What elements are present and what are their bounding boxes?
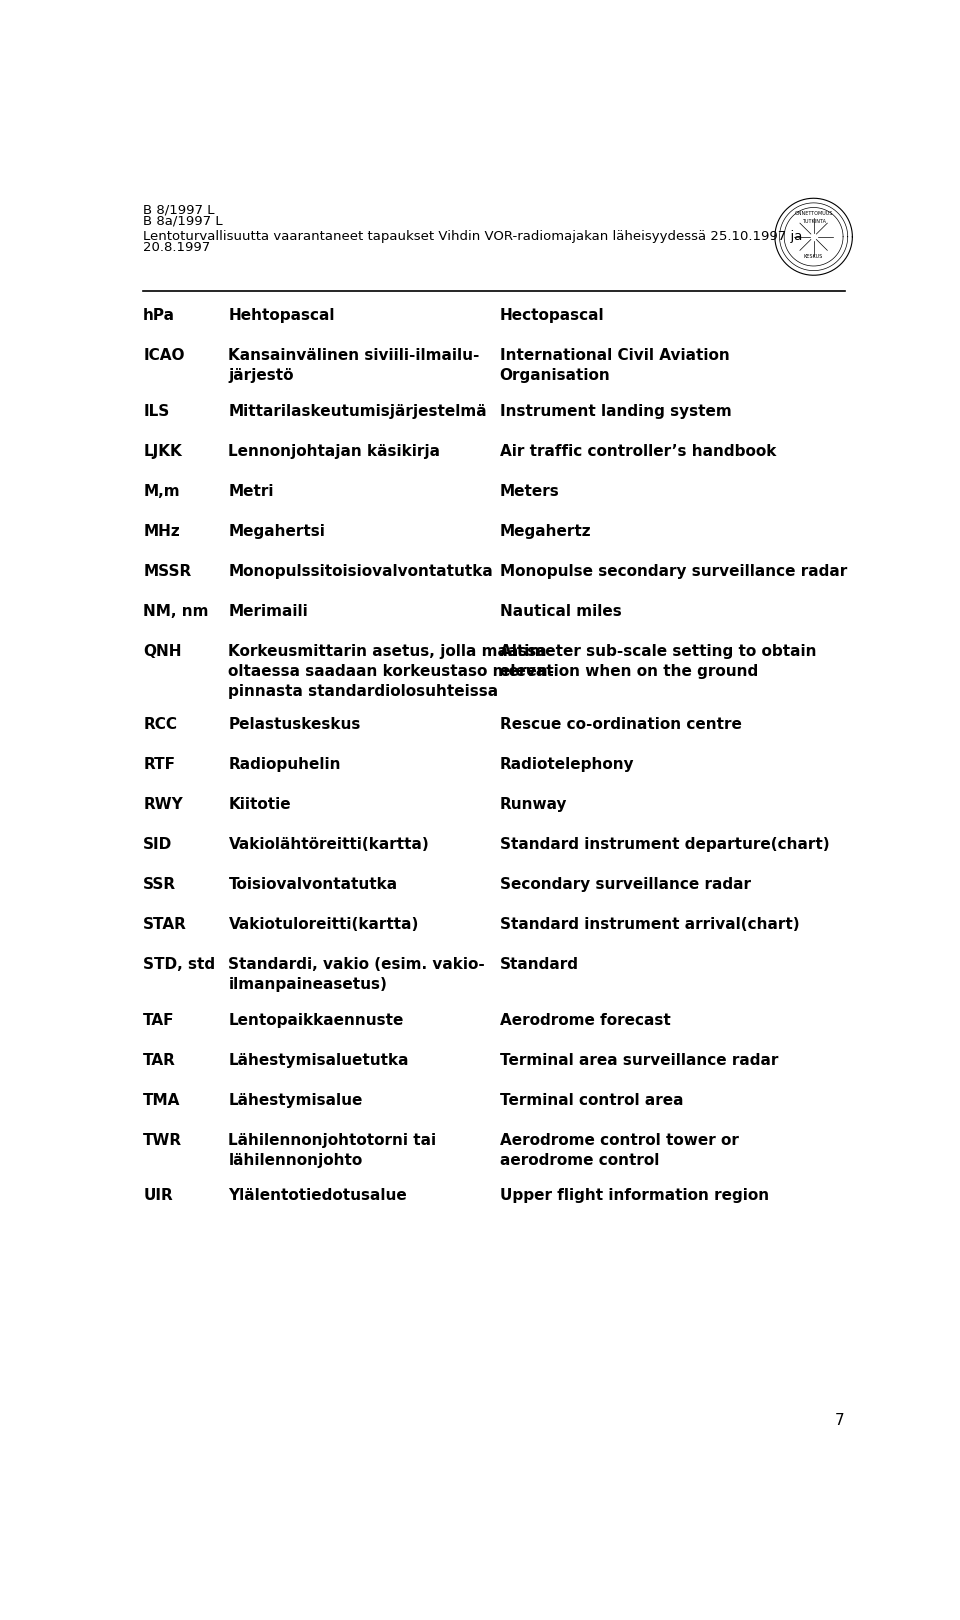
Text: Standard instrument departure(chart): Standard instrument departure(chart)	[500, 838, 829, 852]
Text: Pelastuskeskus: Pelastuskeskus	[228, 718, 361, 732]
Text: International Civil Aviation
Organisation: International Civil Aviation Organisatio…	[500, 348, 730, 384]
Text: RWY: RWY	[143, 797, 183, 812]
Text: Korkeusmittarin asetus, jolla maassa
oltaessa saadaan korkeustaso meren-
pinnast: Korkeusmittarin asetus, jolla maassa olt…	[228, 645, 555, 698]
Text: Rescue co-ordination centre: Rescue co-ordination centre	[500, 718, 742, 732]
Text: Monopulssitoisiovalvontatutka: Monopulssitoisiovalvontatutka	[228, 564, 493, 578]
Text: TWR: TWR	[143, 1132, 182, 1149]
Text: MSSR: MSSR	[143, 564, 191, 578]
Text: ILS: ILS	[143, 403, 170, 420]
Text: STAR: STAR	[143, 917, 187, 933]
Text: Merimaili: Merimaili	[228, 604, 308, 619]
Text: Aerodrome forecast: Aerodrome forecast	[500, 1012, 670, 1029]
Text: RTF: RTF	[143, 757, 176, 773]
Text: Terminal control area: Terminal control area	[500, 1094, 684, 1108]
Text: LJKK: LJKK	[143, 444, 182, 458]
Text: 7: 7	[835, 1413, 845, 1427]
Text: Altimeter sub-scale setting to obtain
elevation when on the ground: Altimeter sub-scale setting to obtain el…	[500, 645, 816, 679]
Text: NM, nm: NM, nm	[143, 604, 208, 619]
Text: Nautical miles: Nautical miles	[500, 604, 621, 619]
Text: Radiotelephony: Radiotelephony	[500, 757, 635, 773]
Text: 20.8.1997: 20.8.1997	[143, 241, 210, 254]
Text: Vakiolähtöreitti(kartta): Vakiolähtöreitti(kartta)	[228, 838, 429, 852]
Text: QNH: QNH	[143, 645, 181, 659]
Text: RCC: RCC	[143, 718, 178, 732]
Text: Air traffic controller’s handbook: Air traffic controller’s handbook	[500, 444, 776, 458]
Text: Lähestymisalue: Lähestymisalue	[228, 1094, 363, 1108]
Text: Terminal area surveillance radar: Terminal area surveillance radar	[500, 1053, 779, 1068]
Text: Toisiovalvontatutka: Toisiovalvontatutka	[228, 878, 397, 893]
Text: Lähestymisaluetutka: Lähestymisaluetutka	[228, 1053, 409, 1068]
Text: SSR: SSR	[143, 878, 177, 893]
Text: Secondary surveillance radar: Secondary surveillance radar	[500, 878, 751, 893]
Text: ONNETTOMUUS: ONNETTOMUUS	[795, 211, 833, 215]
Text: TAR: TAR	[143, 1053, 176, 1068]
Text: B 8/1997 L: B 8/1997 L	[143, 204, 215, 217]
Text: M,m: M,m	[143, 484, 180, 499]
Text: Upper flight information region: Upper flight information region	[500, 1189, 769, 1204]
Text: Runway: Runway	[500, 797, 567, 812]
Text: Standardi, vakio (esim. vakio-
ilmanpaineasetus): Standardi, vakio (esim. vakio- ilmanpain…	[228, 957, 485, 993]
Text: MHz: MHz	[143, 523, 180, 539]
Text: Kiitotie: Kiitotie	[228, 797, 291, 812]
Text: Kansainvälinen siviili-ilmailu-
järjestö: Kansainvälinen siviili-ilmailu- järjestö	[228, 348, 480, 384]
Text: Hehtopascal: Hehtopascal	[228, 308, 335, 324]
Text: hPa: hPa	[143, 308, 176, 324]
Text: ICAO: ICAO	[143, 348, 184, 363]
Text: Vakiotuloreitti(kartta): Vakiotuloreitti(kartta)	[228, 917, 419, 933]
Text: TAF: TAF	[143, 1012, 175, 1029]
Text: Radiopuhelin: Radiopuhelin	[228, 757, 341, 773]
Text: Lennonjohtajan käsikirja: Lennonjohtajan käsikirja	[228, 444, 441, 458]
Text: Metri: Metri	[228, 484, 274, 499]
Text: TUTKINTA: TUTKINTA	[802, 219, 826, 224]
Text: Mittarilaskeutumisjärjestelmä: Mittarilaskeutumisjärjestelmä	[228, 403, 487, 420]
Text: TMA: TMA	[143, 1094, 180, 1108]
Text: Aerodrome control tower or
aerodrome control: Aerodrome control tower or aerodrome con…	[500, 1132, 738, 1168]
Text: SID: SID	[143, 838, 173, 852]
Text: Lähilennonjohtotorni tai
lähilennonjohto: Lähilennonjohtotorni tai lähilennonjohto	[228, 1132, 437, 1168]
Text: B 8a/1997 L: B 8a/1997 L	[143, 214, 223, 227]
Text: Standard: Standard	[500, 957, 579, 972]
Text: STD, std: STD, std	[143, 957, 215, 972]
Text: Lentoturvallisuutta vaarantaneet tapaukset Vihdin VOR-radiomajakan läheisyydessä: Lentoturvallisuutta vaarantaneet tapauks…	[143, 230, 803, 243]
Text: Standard instrument arrival(chart): Standard instrument arrival(chart)	[500, 917, 800, 933]
Text: KESKUS: KESKUS	[804, 253, 824, 259]
Text: Megahertsi: Megahertsi	[228, 523, 325, 539]
Text: Meters: Meters	[500, 484, 560, 499]
Text: Lentopaikkaennuste: Lentopaikkaennuste	[228, 1012, 404, 1029]
Text: Megahertz: Megahertz	[500, 523, 591, 539]
Text: Ylälentotiedotusalue: Ylälentotiedotusalue	[228, 1189, 407, 1204]
Text: Hectopascal: Hectopascal	[500, 308, 605, 324]
Text: UIR: UIR	[143, 1189, 173, 1204]
Text: Instrument landing system: Instrument landing system	[500, 403, 732, 420]
Text: Monopulse secondary surveillance radar: Monopulse secondary surveillance radar	[500, 564, 847, 578]
